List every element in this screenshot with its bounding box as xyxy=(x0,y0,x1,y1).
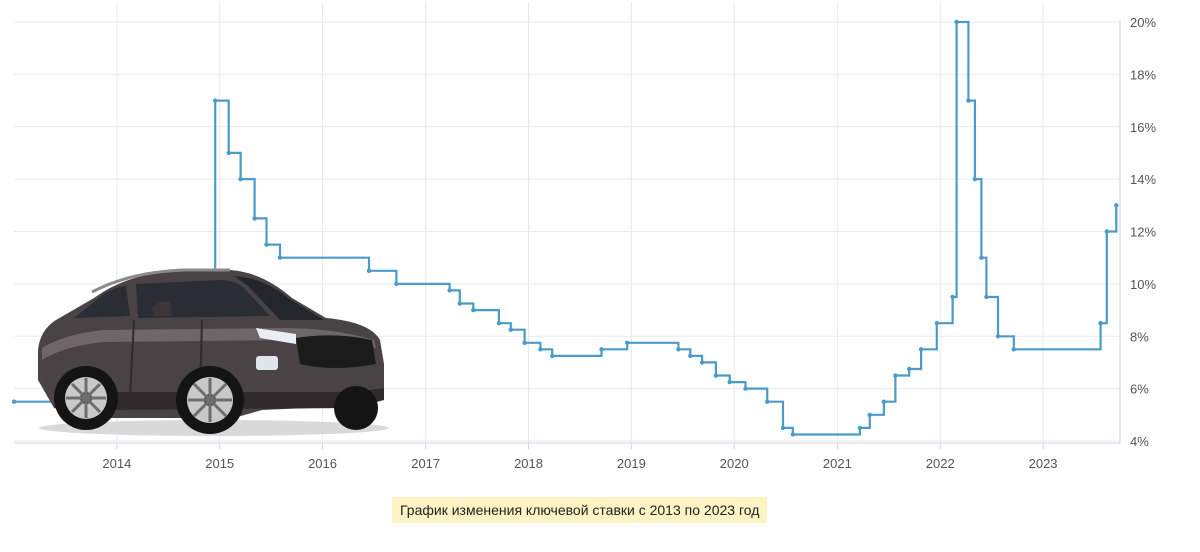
y-tick-labels: 4% 6% 8% 10% 12% 14% 16% 18% 20% xyxy=(1130,15,1156,449)
rate-point[interactable] xyxy=(676,347,681,352)
y-tick-label: 16% xyxy=(1130,120,1156,135)
rate-point[interactable] xyxy=(1098,320,1103,326)
car-fog-light xyxy=(256,356,278,370)
x-tick-label: 2022 xyxy=(926,456,955,471)
car-door-line xyxy=(129,319,135,397)
rate-point[interactable] xyxy=(727,379,732,385)
rate-point[interactable] xyxy=(447,288,452,293)
rate-point[interactable] xyxy=(550,353,555,359)
x-tick-label: 2020 xyxy=(720,456,749,471)
rate-point[interactable] xyxy=(252,216,257,221)
chart-axes xyxy=(14,20,1121,444)
rate-point[interactable] xyxy=(972,176,978,182)
car-grille xyxy=(296,335,376,368)
x-tick-label: 2019 xyxy=(617,456,646,471)
x-tick-label: 2018 xyxy=(514,456,543,471)
rate-point[interactable] xyxy=(918,347,924,352)
rate-point[interactable] xyxy=(699,360,705,365)
x-tick-label: 2017 xyxy=(411,456,440,471)
rate-point[interactable] xyxy=(934,320,940,326)
rate-point[interactable] xyxy=(212,98,218,103)
rate-point[interactable] xyxy=(979,255,984,260)
rate-point[interactable] xyxy=(688,353,693,359)
x-tick-label: 2014 xyxy=(102,456,131,471)
rate-point[interactable] xyxy=(471,307,476,313)
car-mirror xyxy=(152,301,172,316)
x-tick-label: 2016 xyxy=(308,456,337,471)
rate-point[interactable] xyxy=(950,294,955,300)
y-tick-label: 14% xyxy=(1130,172,1156,187)
x-tick-label: 2021 xyxy=(823,456,852,471)
rate-point[interactable] xyxy=(995,334,1001,339)
car-headlight xyxy=(256,328,296,344)
y-tick-label: 20% xyxy=(1130,15,1156,30)
rate-point[interactable] xyxy=(366,268,372,273)
rate-point[interactable] xyxy=(867,412,872,418)
rate-point[interactable] xyxy=(881,399,887,404)
rate-point[interactable] xyxy=(11,399,17,404)
x-tick-labels: 2014 2015 2016 2017 2018 2019 2020 2021 2022 2023 xyxy=(102,456,1057,471)
y-tick-label: 18% xyxy=(1130,67,1156,82)
y-tick-label: 8% xyxy=(1130,329,1149,344)
rate-point[interactable] xyxy=(522,340,527,345)
y-tick-label: 10% xyxy=(1130,277,1156,292)
rate-point[interactable] xyxy=(1104,229,1109,234)
rate-point[interactable] xyxy=(966,98,971,103)
rate-point[interactable] xyxy=(599,347,604,352)
rate-point[interactable] xyxy=(893,373,898,378)
y-tick-label: 6% xyxy=(1130,382,1149,397)
rate-point[interactable] xyxy=(496,320,502,326)
rate-point[interactable] xyxy=(624,340,630,345)
rate-point[interactable] xyxy=(1114,203,1119,208)
rate-point[interactable] xyxy=(277,255,283,260)
rate-point[interactable] xyxy=(954,19,959,25)
rate-point[interactable] xyxy=(457,301,462,306)
car-rear-wheel xyxy=(54,366,118,430)
car-front-wheel xyxy=(176,366,244,434)
suv-car-icon xyxy=(38,268,389,436)
rate-point[interactable] xyxy=(780,425,786,431)
rate-point[interactable] xyxy=(857,425,863,431)
x-tick-label: 2015 xyxy=(205,456,234,471)
car-rear-window xyxy=(74,286,130,318)
rate-point[interactable] xyxy=(984,294,989,300)
rate-point[interactable] xyxy=(907,366,912,372)
car-roof-rail xyxy=(91,268,230,294)
rate-point[interactable] xyxy=(790,432,796,437)
rate-point[interactable] xyxy=(394,281,399,287)
rate-point[interactable] xyxy=(713,373,719,378)
rate-point[interactable] xyxy=(743,386,748,391)
y-tick-label: 4% xyxy=(1130,434,1149,449)
rate-point[interactable] xyxy=(538,347,543,352)
rate-point[interactable] xyxy=(1011,347,1016,352)
rate-point[interactable] xyxy=(264,242,269,247)
y-tick-label: 12% xyxy=(1130,225,1156,240)
car-front-right-wheel xyxy=(334,386,378,430)
rate-point[interactable] xyxy=(508,327,513,332)
rate-point[interactable] xyxy=(765,399,770,404)
x-tick-label: 2023 xyxy=(1029,456,1058,471)
car-windshield xyxy=(234,276,324,320)
rate-point[interactable] xyxy=(226,150,231,156)
chart-caption: График изменения ключевой ставки с 2013 … xyxy=(392,497,768,523)
rate-point[interactable] xyxy=(238,176,243,182)
